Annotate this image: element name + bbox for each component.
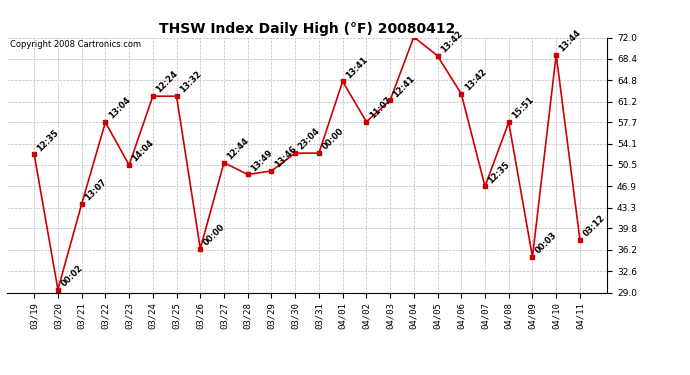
Text: 13:07: 13:07 xyxy=(83,178,108,203)
Text: 12:41: 12:41 xyxy=(391,74,417,99)
Text: 13:12: 13:12 xyxy=(0,374,1,375)
Text: 13:44: 13:44 xyxy=(558,28,583,53)
Text: 13:41: 13:41 xyxy=(344,55,369,80)
Text: 12:35: 12:35 xyxy=(486,160,512,185)
Text: 11:07: 11:07 xyxy=(368,95,393,120)
Text: 13:32: 13:32 xyxy=(178,70,203,95)
Text: 23:04: 23:04 xyxy=(297,126,322,152)
Text: 14:04: 14:04 xyxy=(130,138,156,164)
Text: 15:51: 15:51 xyxy=(510,96,535,121)
Text: 12:24: 12:24 xyxy=(154,69,179,95)
Title: THSW Index Daily High (°F) 20080412: THSW Index Daily High (°F) 20080412 xyxy=(159,22,455,36)
Text: 00:03: 00:03 xyxy=(534,231,559,255)
Text: 00:02: 00:02 xyxy=(59,263,84,288)
Text: 13:49: 13:49 xyxy=(249,148,275,173)
Text: 00:00: 00:00 xyxy=(201,222,227,247)
Text: 13:42: 13:42 xyxy=(439,29,464,54)
Text: 00:00: 00:00 xyxy=(320,127,345,152)
Text: Copyright 2008 Cartronics.com: Copyright 2008 Cartronics.com xyxy=(10,40,141,49)
Text: 03:12: 03:12 xyxy=(581,213,607,238)
Text: 13:04: 13:04 xyxy=(107,96,132,121)
Text: 12:35: 12:35 xyxy=(36,128,61,153)
Text: 13:46: 13:46 xyxy=(273,144,298,170)
Text: 12:44: 12:44 xyxy=(226,136,250,161)
Text: 13:42: 13:42 xyxy=(463,67,488,93)
